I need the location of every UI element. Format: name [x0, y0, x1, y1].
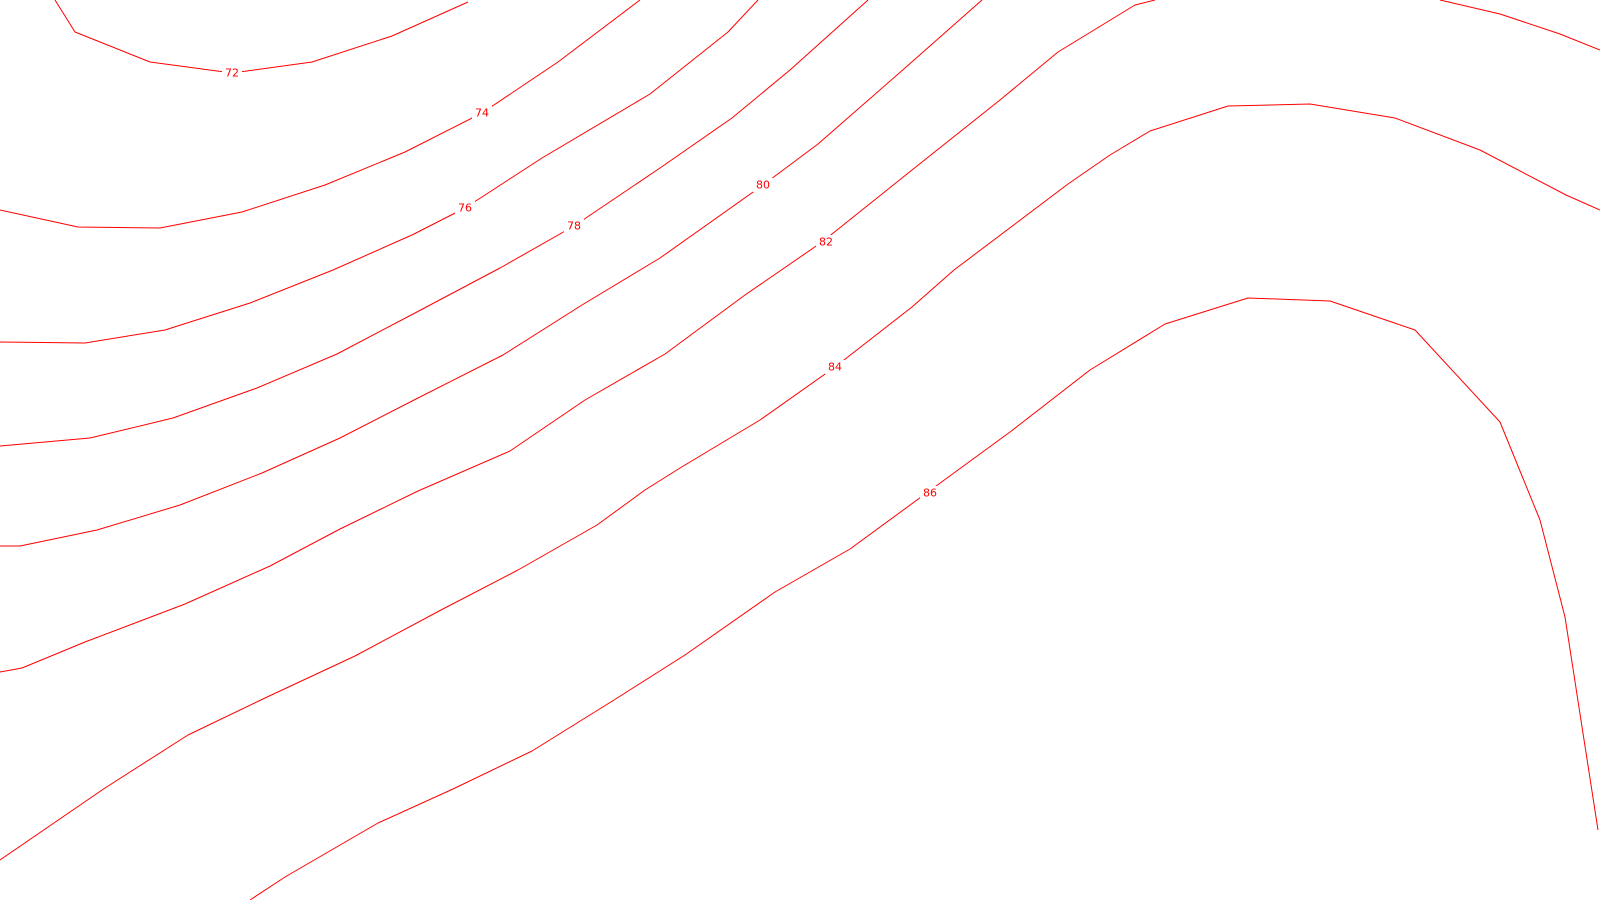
- contour-label-72-group: 72: [222, 66, 242, 80]
- contour-label-82-group: 82: [816, 235, 836, 249]
- contour-label-80-group: 80: [753, 178, 773, 192]
- contour-line-82: [0, 0, 1156, 673]
- contour-label-84-group: 84: [825, 360, 845, 374]
- contour-line-76: [0, 0, 759, 344]
- contour-label-86: 86: [923, 487, 937, 500]
- contour-line-74: [0, 0, 641, 229]
- contour-line-86: [249, 297, 1599, 900]
- contour-label-82: 82: [819, 236, 833, 249]
- contour-label-74-group: 74: [472, 106, 492, 120]
- contour-label-78: 78: [567, 220, 581, 233]
- contour-label-78-group: 78: [564, 219, 584, 233]
- contour-label-84: 84: [828, 361, 842, 374]
- contour-line-80: [0, 0, 983, 547]
- contour-label-86-group: 86: [920, 486, 940, 500]
- contour-line-84-segment: [1439, 0, 1600, 51]
- contour-label-76-group: 76: [455, 201, 475, 215]
- contour-label-80: 80: [756, 179, 770, 192]
- contour-label-76: 76: [458, 202, 472, 215]
- contour-line-72: [54, 0, 469, 74]
- contour-label-74: 74: [475, 107, 489, 120]
- contour-line-78: [0, 0, 869, 447]
- contour-label-72: 72: [225, 67, 239, 80]
